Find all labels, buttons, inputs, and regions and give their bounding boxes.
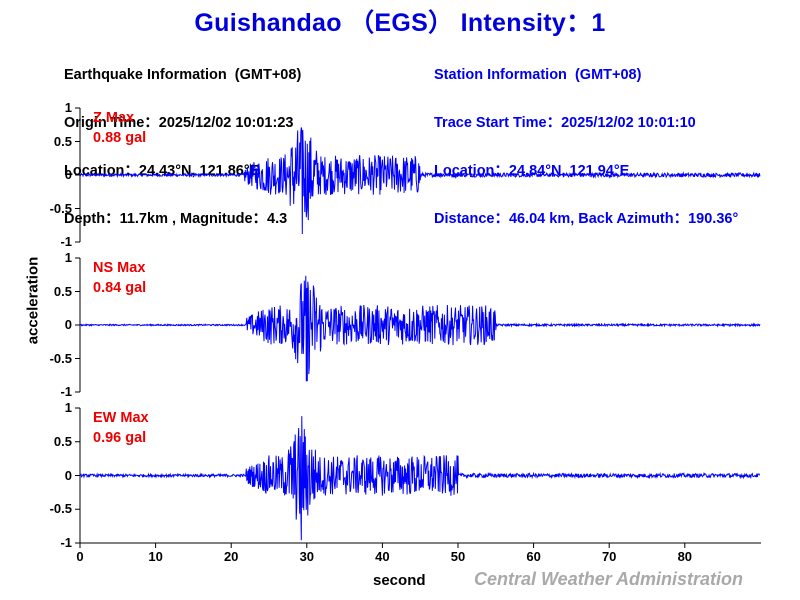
x-tick-label: 30 [299, 549, 315, 564]
earthquake-info-heading: Earthquake Information (GMT+08) [64, 67, 302, 83]
y-tick-label: 0 [64, 317, 72, 332]
ns-max-label: NS Max 0.84 gal [93, 258, 146, 298]
ew-max-value: 0.96 gal [93, 430, 147, 446]
x-tick-label: 50 [450, 549, 466, 564]
station-info: Station Information (GMT+08) Trace Start… [434, 35, 738, 243]
x-tick-label: 60 [526, 549, 541, 564]
y-tick-label: 0.5 [53, 433, 72, 449]
z-max-label: Z Max 0.88 gal [93, 108, 146, 148]
origin-time: Origin Time：2025/12/02 10:01:23 [64, 115, 294, 131]
z-component: Z Max [93, 110, 135, 126]
y-tick-label: -1 [60, 234, 72, 249]
x-axis-label: second [373, 572, 426, 589]
earthquake-info: Earthquake Information (GMT+08) Origin T… [64, 35, 301, 243]
x-tick-label: 0 [76, 549, 84, 564]
trace-start-time: Trace Start Time：2025/12/02 10:01:10 [434, 115, 696, 131]
footer-credit: Central Weather Administration [474, 569, 744, 589]
ew-component: EW Max [93, 410, 149, 426]
x-tick-label: 10 [148, 549, 163, 564]
y-tick-label: 0.5 [53, 133, 72, 149]
ew-max-label: EW Max 0.96 gal [93, 408, 149, 448]
x-tick-label: 80 [677, 549, 693, 564]
y-tick-label: -0.5 [49, 350, 72, 366]
y-axis-label: acceleration [24, 256, 42, 345]
y-tick-label: -0.5 [49, 501, 72, 517]
x-tick-label: 40 [375, 549, 390, 564]
y-tick-label: 1 [64, 100, 72, 115]
z-max-value: 0.88 gal [93, 130, 147, 146]
depth-magnitude: Depth：11.7km , Magnitude：4.3 [64, 211, 288, 227]
y-tick-label: -1 [60, 384, 72, 399]
y-tick-label: -1 [60, 535, 72, 550]
distance-azimuth: Distance：46.04 km, Back Azimuth：190.36° [434, 211, 739, 227]
x-tick-label: 70 [601, 549, 617, 564]
y-tick-label: 0 [64, 467, 72, 483]
station-info-heading: Station Information (GMT+08) [434, 67, 642, 83]
ns-component: NS Max [93, 260, 146, 276]
chart-title: Guishandao （EGS） Intensity：1 [194, 9, 606, 37]
y-tick-label: -0.5 [49, 200, 72, 216]
ns-max-value: 0.84 gal [93, 280, 147, 296]
y-tick-label: 0.5 [53, 283, 72, 299]
y-tick-label: 1 [64, 250, 72, 265]
y-tick-label: 1 [64, 400, 72, 415]
x-tick-label: 20 [223, 549, 239, 564]
y-tick-label: 0 [64, 167, 72, 182]
